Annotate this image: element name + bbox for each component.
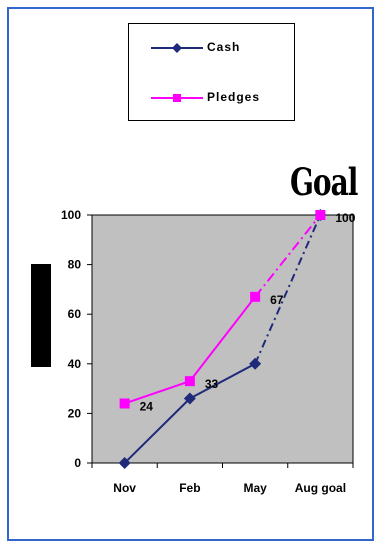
cash-point (249, 357, 262, 370)
x-tick-label: Nov (113, 481, 136, 495)
pledges-line-segment (124, 380, 191, 405)
data-label: 24 (140, 399, 154, 413)
legend-item-pledges: Pledges (129, 88, 294, 108)
pledges-point (315, 210, 326, 220)
y-tick-label: 80 (68, 258, 82, 272)
y-tick-label: 40 (68, 357, 82, 371)
pledges-point (250, 291, 261, 302)
x-tick-label: May (243, 481, 267, 495)
data-label: 100 (335, 211, 355, 225)
pledges-point (184, 376, 195, 387)
pledges-point (119, 398, 130, 409)
cash-line-segment (189, 362, 256, 400)
pledges-line-segment (189, 296, 256, 382)
y-tick-label: 20 (68, 406, 82, 420)
y-tick-label: 0 (74, 456, 81, 470)
cash-point (183, 392, 196, 405)
cash-line-segment (123, 397, 191, 464)
pledges-line-segment (254, 214, 322, 298)
data-label: 33 (205, 377, 219, 391)
plot-area (91, 214, 354, 464)
data-label: 67 (270, 293, 284, 307)
cash-point (118, 457, 131, 469)
legend-swatch-pledges (151, 94, 203, 102)
legend-label-cash: Cash (207, 40, 241, 54)
legend: Cash Pledges (128, 23, 295, 121)
x-tick-label: Feb (179, 481, 200, 495)
legend-swatch-cash (151, 43, 203, 53)
legend-label-pledges: Pledges (207, 90, 261, 104)
y-tick-label: 100 (61, 208, 81, 222)
y-tick-label: 60 (68, 307, 82, 321)
goal-annotation: Goal (290, 160, 358, 205)
x-tick-label: Aug goal (295, 481, 346, 495)
legend-item-cash: Cash (129, 38, 294, 58)
black-bar (31, 264, 51, 367)
